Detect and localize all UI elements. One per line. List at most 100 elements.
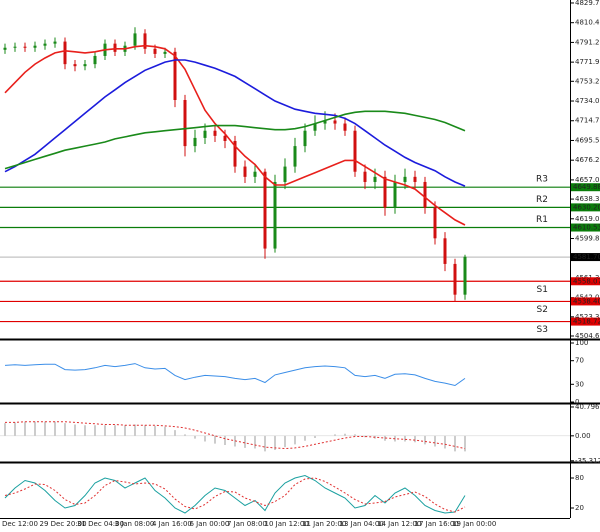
candle-body xyxy=(213,130,217,136)
line-series xyxy=(4,59,466,187)
x-tick-label: Dec 12:00 xyxy=(2,520,38,528)
y-tick-label: 4676.25 xyxy=(575,156,600,164)
last-price-label: 4581.70 xyxy=(573,253,600,261)
y-tick-label: 100 xyxy=(575,339,588,347)
candle-body xyxy=(183,99,187,147)
level-value: 4649.88 xyxy=(573,183,600,191)
x-tick-label: 7 Jan 08:00 xyxy=(227,520,267,528)
candle-body xyxy=(223,135,227,141)
y-tick-label: 4504.65 xyxy=(575,332,600,340)
candle-body xyxy=(13,46,17,48)
y-tick-label: 80 xyxy=(575,474,584,482)
y-tick-label: 4753.25 xyxy=(575,77,600,85)
y-tick-label: 0.00 xyxy=(575,432,591,440)
y-tick-label: 4599.80 xyxy=(575,235,600,243)
candle-body xyxy=(353,130,357,172)
candle-body xyxy=(73,64,77,67)
y-tick-label: 4695.50 xyxy=(575,136,600,144)
x-tick-label: 6 Jan 00:00 xyxy=(190,520,230,528)
x-tick-label: 17 Jan 16:00 xyxy=(415,520,459,528)
line-series xyxy=(5,421,466,450)
candle-body xyxy=(443,238,447,264)
level-value: 4610.53 xyxy=(573,224,600,232)
candle-body xyxy=(23,46,27,48)
y-tick-label: 4791.20 xyxy=(575,38,600,46)
y-tick-label: -35.312 xyxy=(575,457,600,465)
y-tick-label: 0 xyxy=(575,398,579,406)
y-tick-label: 4638.30 xyxy=(575,195,600,203)
x-tick-label: 3 Jan 08:00 xyxy=(115,520,155,528)
candle-body xyxy=(143,33,147,49)
y-tick-label: 4657.00 xyxy=(575,176,600,184)
candle-body xyxy=(53,41,57,44)
y-tick-label: 70 xyxy=(575,357,584,365)
candle-body xyxy=(173,51,177,100)
x-tick-label: 31 Dec 04:00 xyxy=(77,520,124,528)
candle-body xyxy=(343,123,347,131)
level-value: 4518.72 xyxy=(573,318,600,326)
candle-body xyxy=(413,176,417,182)
candle-body xyxy=(403,176,407,182)
candle-body xyxy=(253,171,257,177)
candle-body xyxy=(263,171,267,249)
y-tick-label: 30 xyxy=(575,380,584,388)
y-tick-label: 4619.05 xyxy=(575,215,600,223)
level-value: 4558.07 xyxy=(573,277,600,285)
candle-body xyxy=(113,43,117,52)
level-value: 4630.20 xyxy=(573,203,600,211)
y-tick-label: 4771.95 xyxy=(575,58,600,66)
candle-body xyxy=(463,256,467,295)
level-name: S2 xyxy=(537,305,548,315)
x-tick-label: 13 Jan 04:00 xyxy=(340,520,384,528)
candle-body xyxy=(373,176,377,182)
y-tick-label: 4810.45 xyxy=(575,19,600,27)
candle-body xyxy=(303,130,307,147)
candle-body xyxy=(433,207,437,239)
y-tick-label: 4829.70 xyxy=(575,0,600,7)
level-name: R2 xyxy=(536,195,548,205)
level-tag xyxy=(571,317,600,326)
candle-body xyxy=(93,55,97,65)
line-series xyxy=(4,477,466,513)
level-name: S1 xyxy=(537,285,548,295)
candle-body xyxy=(333,120,337,124)
candle-body xyxy=(153,48,157,54)
y-tick-label: 20 xyxy=(575,504,584,512)
candle-body xyxy=(163,51,167,54)
y-tick-label: 40.796 xyxy=(575,403,600,411)
line-series xyxy=(4,110,466,170)
x-tick-label: 4 Jan 16:00 xyxy=(152,520,192,528)
y-tick-label: 4714.75 xyxy=(575,117,600,125)
line-series xyxy=(4,44,466,226)
level-name: S3 xyxy=(537,325,548,335)
candle-body xyxy=(3,47,7,50)
candle-body xyxy=(363,171,367,182)
candle-body xyxy=(283,166,287,182)
x-tick-label: 10 Jan 12:00 xyxy=(265,520,309,528)
candle-body xyxy=(323,120,327,124)
level-tag xyxy=(571,223,600,232)
last-price-tag xyxy=(571,253,600,262)
level-tag xyxy=(571,297,600,306)
candle-body xyxy=(423,181,427,208)
candle-body xyxy=(193,137,197,147)
candle-body xyxy=(393,181,397,208)
candle-body xyxy=(383,176,387,208)
candle-body xyxy=(133,33,137,46)
candle-body xyxy=(273,181,277,249)
candle-body xyxy=(233,140,237,167)
candle-body xyxy=(293,146,297,167)
x-tick-label: 19 Jan 00:00 xyxy=(452,520,496,528)
level-name: R1 xyxy=(536,215,548,225)
line-series xyxy=(4,363,466,387)
x-tick-label: 29 Dec 20:00 xyxy=(40,520,87,528)
candle-body xyxy=(63,41,67,65)
candle-body xyxy=(243,166,247,177)
level-value: 4538.40 xyxy=(573,297,600,305)
x-tick-label: 11 Jan 20:00 xyxy=(302,520,346,528)
candle-body xyxy=(83,64,87,67)
y-tick-label: 4523.35 xyxy=(575,313,600,321)
level-tag xyxy=(571,203,600,212)
candle-body xyxy=(33,45,37,48)
level-name: R3 xyxy=(536,175,548,185)
